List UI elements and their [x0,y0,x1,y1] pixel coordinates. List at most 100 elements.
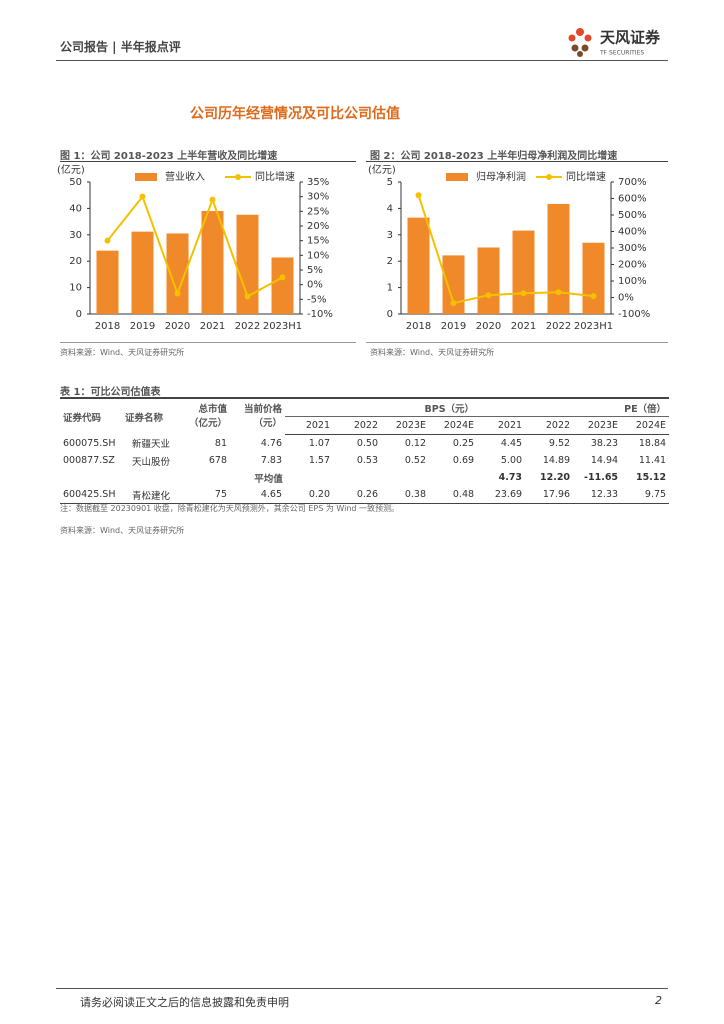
table-title: 表 1：可比公司估值表 [60,387,161,398]
bps-cell: 1.07 [308,438,330,449]
cap-cell: 75 [214,489,227,500]
x-tick-label: 2018 [406,321,431,332]
x-tick-label: 2019 [441,321,466,332]
source: 资料来源：Wind、天风证券研究所 [370,348,495,357]
bar [96,250,119,314]
logo: 天风证券 TF SECURITIES [568,28,661,57]
x-tick-label: 2020 [165,321,190,332]
bps-cell: 0.38 [404,489,426,500]
price-cell: 7.83 [260,455,282,466]
section-title: 公司历年经营情况及可比公司估值 [190,106,400,122]
code-cell: 600075.SH [63,437,116,449]
year-cell: 2022 [525,416,574,435]
price-cell: 4.65 [260,489,282,500]
chart-title: 图 1：公司 2018-2023 上半年营收及同比增速 [60,151,278,162]
source: 资料来源：Wind、天风证券研究所 [60,348,185,357]
pe-cell: 12.20 [539,472,571,483]
y2-tick-label: 500% [618,210,647,221]
chart: (亿元) 0 1 2 3 4 5 -100% 0% 100% 200% 300% 400% 500% 600… [368,163,650,332]
y2-tick-label: 200% [618,260,647,271]
line-marker [279,274,286,281]
header-line: （亿元） [188,417,227,429]
year-cell: 2021 [477,416,526,435]
rule [366,342,668,343]
pe-cell: 38.23 [590,438,619,449]
chart: (亿元) 0 10 20 30 40 50 -10% -5% 0% 5% 10% 15% 20% 25% 30… [57,163,333,332]
y2-tick-label: 0% [618,293,634,304]
bar [236,214,259,314]
bps-cell: 0.69 [452,455,475,466]
x-tick-label: 2023H1 [263,321,302,332]
line-marker [209,196,216,203]
rule [60,342,356,343]
y-tick-label: 1 [387,283,393,294]
x-tick-label: 2020 [476,321,501,332]
name-cell: 新疆天业 [131,439,170,451]
legend-label: 营业收入 [165,170,205,183]
page-number: 2 [655,994,662,1007]
year-cell: 2023E [573,416,622,435]
bps-cell: 0.50 [356,438,378,449]
y-tick-label: 4 [387,203,393,214]
bar [271,257,294,314]
line-marker [590,293,597,300]
x-tick-label: 2021 [200,321,225,332]
header-cell: 证券代码 [63,412,102,424]
code-cell: 000877.SZ [63,455,115,466]
pe-cell: 5.00 [500,455,523,466]
pe-cell: 12.33 [590,489,619,500]
pe-cell: 15.12 [636,472,667,483]
bps-cell: 0.26 [356,489,378,500]
pe-cell: 9.52 [548,438,571,449]
pe-cell: 9.75 [644,489,667,500]
code-cell: 600425.SH [63,489,116,500]
y-axis-label: (亿元) [57,163,85,176]
y2-tick-label: 15% [307,236,329,247]
pe-cell: 4.45 [500,438,523,449]
y-tick-label: 0 [76,309,82,320]
header-row: 证券代码 证券名称 总市值 （亿元） 当前价格 （元） BPS（元） PE（倍） [60,398,670,429]
bps-cell: 1.57 [308,455,330,466]
y2-tick-label: 100% [618,276,647,287]
bar [477,247,500,314]
bps-cell: 0.53 [356,455,378,466]
pe-cell: 14.89 [542,455,571,466]
y2-tick-label: -10% [307,309,333,320]
legend-swatch [446,173,468,181]
legend-label: 归母净利润 [476,170,526,183]
bar [442,255,465,314]
legend-marker [546,174,552,180]
y2-tick-label: 300% [618,243,647,254]
logo-name: 天风证券 [600,29,661,47]
x-tick-label: 2019 [130,321,155,332]
y2-tick-label: 20% [307,221,329,232]
header-cell: BPS（元） [285,398,478,417]
legend-swatch [135,173,157,181]
report-type: 公司报告 | 半年报点评 [60,40,181,54]
y2-tick-label: 30% [307,192,329,203]
header-rule [56,60,668,61]
year-cell: 2021 [285,416,333,435]
logo-sub: TF SECURITIES [599,50,644,57]
y-tick-label: 0 [387,309,393,320]
line-marker [174,290,181,297]
y-tick-label: 3 [387,230,393,241]
bar [131,231,154,314]
header-row: 2021 2022 2023E 2024E 2021 2022 2023E 2024E [60,416,670,435]
chart-title: 图 2：公司 2018-2023 上半年归母净利润及同比增速 [370,151,618,162]
pe-cell: 18.84 [638,438,667,449]
data-row: 600425.SH 青松建化 75 4.65 0.20 0.26 0.38 0.48 23.69… [60,486,669,504]
header-cell: 证券名称 [125,412,164,424]
x-tick-label: 2018 [95,321,120,332]
bar [201,211,224,314]
pe-cell: 14.94 [590,455,619,466]
y-tick-label: 40 [69,203,82,214]
line [106,194,283,298]
line-marker [139,193,146,200]
cap-cell: 81 [214,437,227,449]
valuation-table: 证券代码 证券名称 总市值 （亿元） 当前价格 （元） BPS（元） PE（倍） 2021 202… [60,397,670,504]
y2-tick-label: 35% [307,177,329,188]
bar [547,203,570,314]
legend-label: 同比增速 [255,170,295,183]
